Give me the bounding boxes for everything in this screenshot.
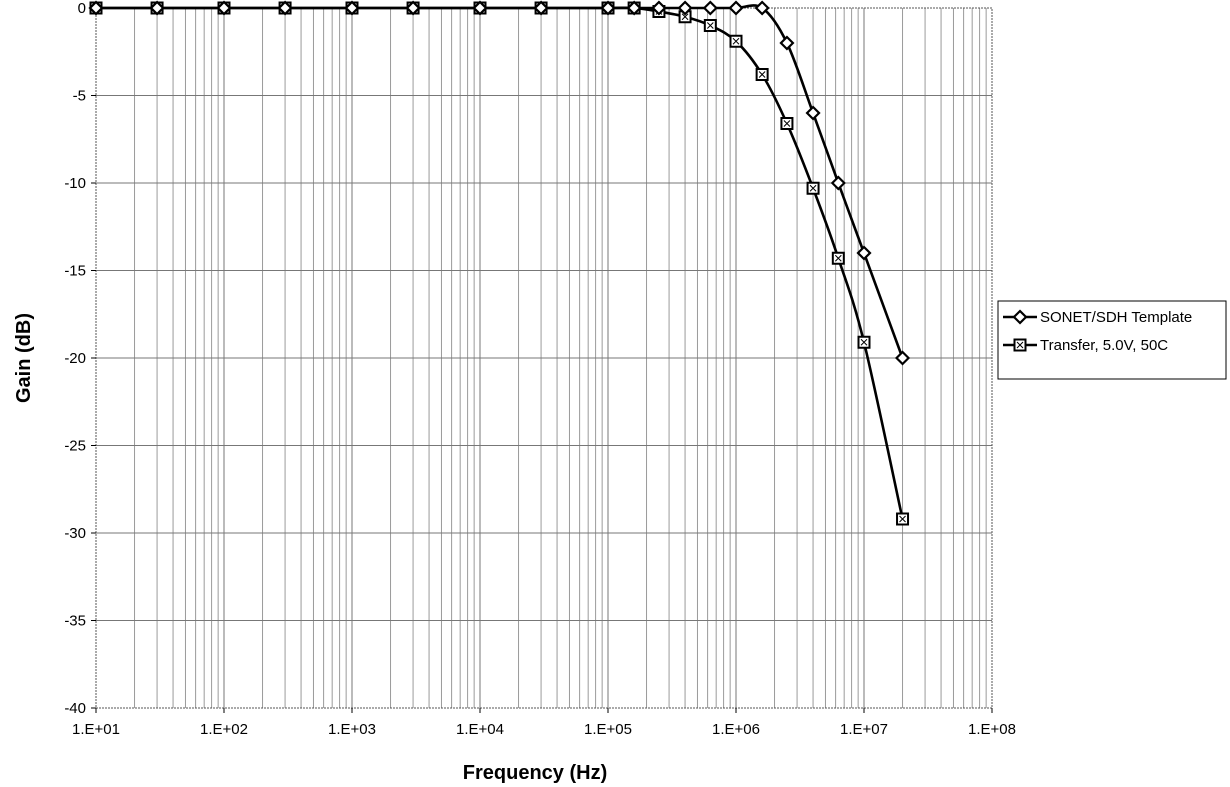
y-tick-label: -40 [64, 700, 86, 717]
x-tick-label: 1.E+01 [72, 721, 120, 738]
diamond-point [600, 0, 616, 16]
legend-items: SONET/SDH Template Transfer, 5.0V, 50C [1003, 309, 1192, 354]
x-tick-label: 1.E+08 [968, 721, 1016, 738]
square-marker-hatch [758, 71, 766, 78]
square-point [896, 512, 910, 526]
y-axis-label: Gain (dB) [13, 313, 35, 403]
diamond-point [472, 0, 488, 16]
legend-square-marker [1013, 338, 1027, 352]
diamond-point [277, 0, 293, 16]
diamond-point [754, 0, 770, 16]
x-tick-label: 1.E+06 [712, 721, 760, 738]
y-tick-label: -5 [73, 88, 86, 105]
legend-label: Transfer, 5.0V, 50C [1040, 337, 1168, 354]
square-marker-hatch [783, 120, 791, 127]
diamond-point [894, 350, 911, 366]
y-tick-label: -30 [64, 525, 86, 542]
x-tick-label: 1.E+05 [584, 721, 632, 738]
square-marker-hatch [860, 338, 868, 346]
series-layer [88, 0, 911, 526]
y-tick-label: 0 [78, 0, 86, 17]
x-axis-ticks: 1.E+01 1.E+02 1.E+03 1.E+04 1.E+05 1.E+06 1.E+… [72, 708, 1016, 738]
square-marker-hatch [706, 22, 714, 29]
square-point [729, 34, 743, 48]
square-marker-hatch [899, 515, 906, 523]
y-tick-label: -10 [64, 175, 86, 192]
diamond-point [149, 0, 165, 16]
diamond-point [702, 0, 718, 16]
legend-diamond-marker [1012, 309, 1028, 325]
diamond-point [216, 0, 232, 16]
diamond-point [344, 0, 360, 16]
legend-label: SONET/SDH Template [1040, 309, 1192, 326]
diamond-point [626, 0, 642, 16]
square-marker-hatch [732, 37, 740, 45]
diamond-point [405, 0, 421, 16]
x-tick-label: 1.E+02 [200, 721, 248, 738]
diamond-point [779, 35, 795, 51]
series-diamond [88, 0, 911, 366]
y-tick-label: -15 [64, 263, 86, 280]
square-point [703, 19, 717, 32]
y-tick-label: -35 [64, 613, 86, 630]
y-tick-label: -25 [64, 438, 86, 455]
x-axis-label: Frequency (Hz) [463, 762, 607, 784]
square-point [755, 68, 769, 81]
legend-box [997, 300, 1227, 380]
diamond-point [830, 175, 846, 191]
x-tick-label: 1.E+03 [328, 721, 376, 738]
square-marker-hatch [809, 184, 817, 192]
square-marker-hatch [1016, 341, 1024, 349]
square-point [831, 251, 845, 265]
square-marker-hatch [681, 13, 689, 21]
diamond-point [533, 0, 549, 16]
y-tick-label: -20 [64, 350, 86, 367]
diamond-point [677, 0, 693, 16]
diamond-point [88, 0, 104, 16]
diamond-point [728, 0, 744, 16]
diamond-point [856, 245, 872, 261]
y-axis-ticks: 0 -5 -10 -15 -20 -25 -30 -35 -40 [64, 0, 96, 717]
grid-lines [96, 8, 992, 708]
x-tick-label: 1.E+07 [840, 721, 888, 738]
square-point [780, 117, 794, 130]
diamond-point [651, 0, 667, 16]
diamond-point [805, 105, 821, 121]
square-marker-hatch [834, 254, 842, 262]
x-tick-label: 1.E+04 [456, 721, 504, 738]
legend: SONET/SDH Template Transfer, 5.0V, 50C [997, 300, 1227, 380]
square-point [857, 335, 871, 349]
square-point [806, 181, 820, 195]
